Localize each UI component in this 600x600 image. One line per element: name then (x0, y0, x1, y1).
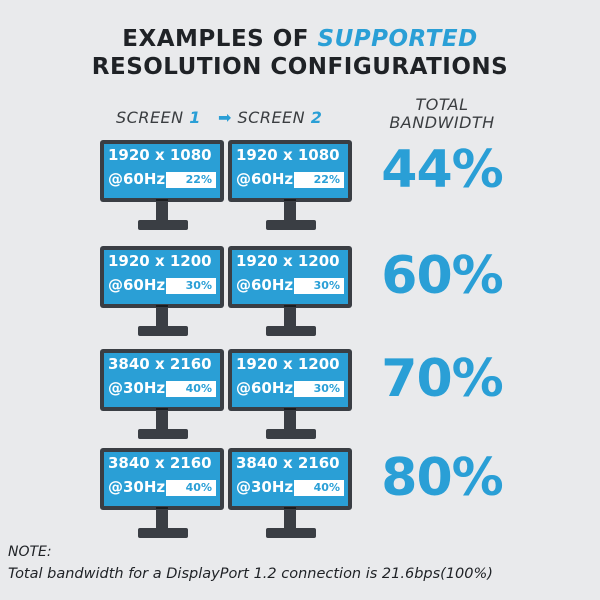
monitor-display: 1920 x 1080 @60Hz 22% (232, 144, 348, 198)
total-header-line1: TOTAL (415, 95, 469, 114)
screen1-header-number: 1 (189, 108, 201, 127)
bandwidth-badge: 40% (294, 480, 344, 496)
monitor-base (266, 220, 316, 230)
monitor-neck (284, 411, 296, 429)
monitor-logo (156, 305, 168, 307)
arrow-right-icon: ➡ (218, 108, 232, 127)
monitor-logo (156, 507, 168, 509)
total-bandwidth-value: 70% (381, 349, 503, 409)
refresh-label: @30Hz (108, 379, 166, 397)
monitor-display: 3840 x 2160 @30Hz 40% (104, 353, 220, 407)
monitor-logo (284, 408, 296, 410)
monitor-neck (284, 308, 296, 326)
bandwidth-badge: 22% (294, 172, 344, 188)
monitor-base (266, 528, 316, 538)
screen2-header-number: 2 (310, 108, 323, 127)
monitor-display: 1920 x 1200 @60Hz 30% (232, 353, 348, 407)
total-bandwidth-value: 80% (381, 448, 503, 508)
monitor-logo (156, 199, 168, 201)
config-row-1: 1920 x 1080 @60Hz 22% 1920 x 1080 @60Hz … (0, 140, 600, 245)
total-header-line2: BANDWIDTH (389, 113, 495, 132)
title-accent: SUPPORTED (317, 26, 478, 52)
monitor-display: 3840 x 2160 @30Hz 40% (232, 452, 348, 506)
monitor-display: 1920 x 1080 @60Hz 22% (104, 144, 220, 198)
config-row-4: 3840 x 2160 @30Hz 40% 3840 x 2160 @30Hz … (0, 448, 600, 553)
monitor-screen1: 3840 x 2160 @30Hz 40% (100, 448, 224, 540)
monitor-display: 1920 x 1200 @60Hz 30% (232, 250, 348, 304)
bandwidth-badge: 40% (166, 381, 216, 397)
bandwidth-badge: 30% (166, 278, 216, 294)
total-bandwidth-value: 60% (381, 246, 503, 306)
resolution-label: 1920 x 1200 (108, 252, 212, 270)
resolution-label: 1920 x 1080 (236, 146, 340, 164)
monitor-display: 3840 x 2160 @30Hz 40% (104, 452, 220, 506)
screen2-header: ➡ SCREEN 2 (218, 108, 322, 127)
monitor-neck (156, 510, 168, 528)
monitor-neck (284, 202, 296, 220)
refresh-label: @60Hz (236, 170, 294, 188)
resolution-label: 3840 x 2160 (236, 454, 340, 472)
monitor-base (266, 429, 316, 439)
resolution-label: 1920 x 1200 (236, 252, 340, 270)
page-title-line1: EXAMPLES OF SUPPORTED (0, 26, 600, 52)
resolution-label: 1920 x 1080 (108, 146, 212, 164)
config-row-3: 3840 x 2160 @30Hz 40% 1920 x 1200 @60Hz … (0, 349, 600, 454)
note-text: Total bandwidth for a DisplayPort 1.2 co… (8, 566, 493, 582)
monitor-screen2: 1920 x 1080 @60Hz 22% (228, 140, 352, 232)
screen2-header-label: SCREEN (237, 108, 311, 127)
total-bandwidth-header: TOTAL BANDWIDTH (372, 96, 512, 132)
monitor-screen1: 3840 x 2160 @30Hz 40% (100, 349, 224, 441)
monitor-neck (156, 202, 168, 220)
screen1-header: SCREEN 1 (116, 108, 201, 127)
monitor-logo (284, 507, 296, 509)
resolution-label: 3840 x 2160 (108, 355, 212, 373)
monitor-base (138, 220, 188, 230)
bandwidth-badge: 30% (294, 278, 344, 294)
monitor-screen1: 1920 x 1200 @60Hz 30% (100, 246, 224, 338)
monitor-logo (156, 408, 168, 410)
screen1-header-label: SCREEN (116, 108, 190, 127)
page-title-line2: RESOLUTION CONFIGURATIONS (91, 54, 509, 80)
resolution-label: 1920 x 1200 (236, 355, 340, 373)
refresh-label: @60Hz (236, 379, 294, 397)
bandwidth-badge: 40% (166, 480, 216, 496)
refresh-label: @60Hz (108, 170, 166, 188)
monitor-screen1: 1920 x 1080 @60Hz 22% (100, 140, 224, 232)
monitor-neck (156, 308, 168, 326)
monitor-base (138, 528, 188, 538)
monitor-logo (284, 305, 296, 307)
title-prefix: EXAMPLES OF (122, 26, 318, 52)
monitor-base (138, 326, 188, 336)
refresh-label: @30Hz (236, 478, 294, 496)
monitor-screen2: 1920 x 1200 @60Hz 30% (228, 246, 352, 338)
monitor-neck (284, 510, 296, 528)
monitor-screen2: 1920 x 1200 @60Hz 30% (228, 349, 352, 441)
total-bandwidth-value: 44% (381, 140, 503, 200)
monitor-neck (156, 411, 168, 429)
refresh-label: @60Hz (236, 276, 294, 294)
monitor-display: 1920 x 1200 @60Hz 30% (104, 250, 220, 304)
note-label: NOTE: (8, 544, 52, 560)
monitor-base (266, 326, 316, 336)
config-row-2: 1920 x 1200 @60Hz 30% 1920 x 1200 @60Hz … (0, 246, 600, 351)
resolution-label: 3840 x 2160 (108, 454, 212, 472)
bandwidth-badge: 22% (166, 172, 216, 188)
refresh-label: @30Hz (108, 478, 166, 496)
monitor-logo (284, 199, 296, 201)
monitor-base (138, 429, 188, 439)
monitor-screen2: 3840 x 2160 @30Hz 40% (228, 448, 352, 540)
refresh-label: @60Hz (108, 276, 166, 294)
bandwidth-badge: 30% (294, 381, 344, 397)
